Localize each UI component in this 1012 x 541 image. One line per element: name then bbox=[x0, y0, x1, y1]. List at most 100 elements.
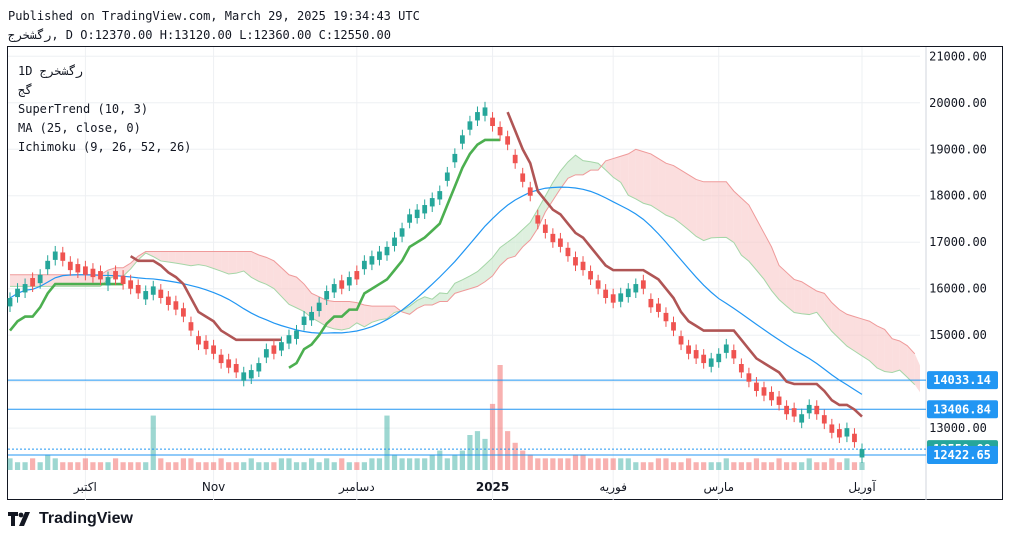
volume-bar bbox=[241, 462, 247, 470]
cloud-segment bbox=[266, 257, 274, 289]
volume-bar bbox=[422, 458, 428, 470]
cloud-segment bbox=[288, 274, 297, 308]
candle-body bbox=[573, 257, 578, 266]
volume-bar bbox=[218, 458, 224, 470]
candle-body bbox=[490, 117, 495, 127]
candle-body bbox=[60, 252, 66, 261]
volume-bar bbox=[7, 458, 13, 470]
price-tag-label: 12422.65 bbox=[933, 448, 991, 462]
volume-bar bbox=[693, 462, 699, 470]
chart-frame[interactable] bbox=[7, 46, 1003, 500]
volume-bar bbox=[414, 458, 420, 470]
legend-ma[interactable]: MA (25, close, 0) bbox=[18, 121, 141, 135]
price-lines bbox=[8, 379, 926, 456]
cloud-segment bbox=[665, 163, 674, 219]
candle-body bbox=[595, 280, 601, 289]
volume-bar bbox=[467, 435, 473, 470]
volume-bar bbox=[75, 462, 81, 470]
cloud-segment bbox=[221, 251, 229, 274]
legend-ichimoku[interactable]: Ichimoku (9, 26, 52, 26) bbox=[18, 140, 192, 154]
volume-bar bbox=[22, 462, 28, 470]
candle-body bbox=[309, 311, 314, 321]
candle-body bbox=[15, 288, 20, 298]
cloud-segment bbox=[281, 267, 289, 305]
candle-body bbox=[181, 308, 186, 317]
volume-bar bbox=[655, 458, 662, 470]
cloud-segment bbox=[326, 300, 335, 329]
price-tag-label: 13406.84 bbox=[933, 402, 991, 416]
volume-bar bbox=[210, 462, 217, 470]
legend-supertrend[interactable]: SuperTrend (10, 3) bbox=[18, 102, 149, 116]
volume-bar bbox=[799, 462, 805, 470]
volume-bar bbox=[301, 462, 307, 470]
candle-body bbox=[82, 266, 88, 275]
volume-bar bbox=[188, 458, 194, 470]
cloud-segment bbox=[650, 153, 659, 211]
candle-body bbox=[324, 291, 330, 300]
legend-symbol: 1D رگشخرج bbox=[18, 64, 84, 78]
volume-bar bbox=[278, 458, 285, 470]
volume-bar bbox=[512, 442, 518, 470]
volume-bar bbox=[482, 438, 488, 470]
candle-body bbox=[799, 414, 805, 423]
candle-body bbox=[648, 298, 654, 308]
volume-bar bbox=[165, 462, 171, 470]
candle-body bbox=[158, 289, 164, 299]
y-tick-label: 16000.00 bbox=[929, 282, 987, 296]
candle-body bbox=[354, 271, 360, 280]
volume-bar bbox=[286, 458, 292, 470]
volume-bar bbox=[527, 454, 533, 470]
tradingview-logo[interactable]: TradingView bbox=[8, 510, 133, 528]
candle-body bbox=[852, 433, 857, 443]
candle-body bbox=[746, 373, 752, 382]
cloud-segment bbox=[681, 170, 689, 230]
cloud-segment bbox=[108, 267, 116, 280]
volume-bar bbox=[550, 458, 556, 470]
cloud-segment bbox=[349, 301, 357, 329]
cloud-segment bbox=[779, 265, 787, 307]
candle-body bbox=[256, 363, 262, 372]
volume-bar bbox=[497, 365, 503, 470]
candle-body bbox=[120, 275, 126, 285]
volume-bar bbox=[738, 462, 744, 470]
volume-bar bbox=[648, 462, 654, 470]
candle-body bbox=[263, 349, 269, 358]
cloud-segment bbox=[575, 155, 584, 175]
volume-bar bbox=[814, 462, 820, 470]
cloud-segment bbox=[296, 277, 305, 312]
candle-body bbox=[656, 303, 661, 312]
candle-body bbox=[716, 353, 722, 363]
cloud-segment bbox=[515, 229, 523, 257]
cloud-segment bbox=[341, 301, 350, 330]
candle-body bbox=[625, 288, 631, 298]
price-tag-label: 14033.14 bbox=[933, 373, 991, 387]
cloud-segment bbox=[673, 165, 682, 224]
candle-body bbox=[316, 302, 322, 312]
volume-bar bbox=[37, 462, 43, 470]
candle-body bbox=[844, 428, 850, 437]
cloud-segment bbox=[839, 309, 847, 347]
volume-bar bbox=[173, 462, 179, 470]
volume-bar bbox=[150, 415, 156, 470]
cloud-segment bbox=[153, 251, 161, 261]
candle-body bbox=[377, 251, 382, 260]
candle-body bbox=[814, 405, 820, 415]
candle-body bbox=[196, 336, 201, 345]
volume-bar bbox=[444, 458, 450, 470]
volume-bar bbox=[836, 462, 842, 470]
candle-body bbox=[422, 205, 428, 214]
cloud-segment bbox=[243, 251, 252, 278]
candle-body bbox=[663, 312, 669, 322]
cloud-segment bbox=[635, 149, 644, 204]
cloud-segment bbox=[258, 255, 267, 285]
price-tag bbox=[927, 446, 998, 465]
volume-bar bbox=[557, 458, 564, 470]
cloud-segment bbox=[590, 161, 599, 171]
y-axis: 13000.0014000.0015000.0016000.0017000.00… bbox=[927, 49, 998, 465]
x-tick-label: اکتبر bbox=[73, 480, 97, 495]
volume-bar bbox=[52, 458, 58, 470]
cloud-segment bbox=[236, 251, 244, 274]
candle-body bbox=[392, 237, 397, 246]
candle-body bbox=[475, 112, 480, 121]
